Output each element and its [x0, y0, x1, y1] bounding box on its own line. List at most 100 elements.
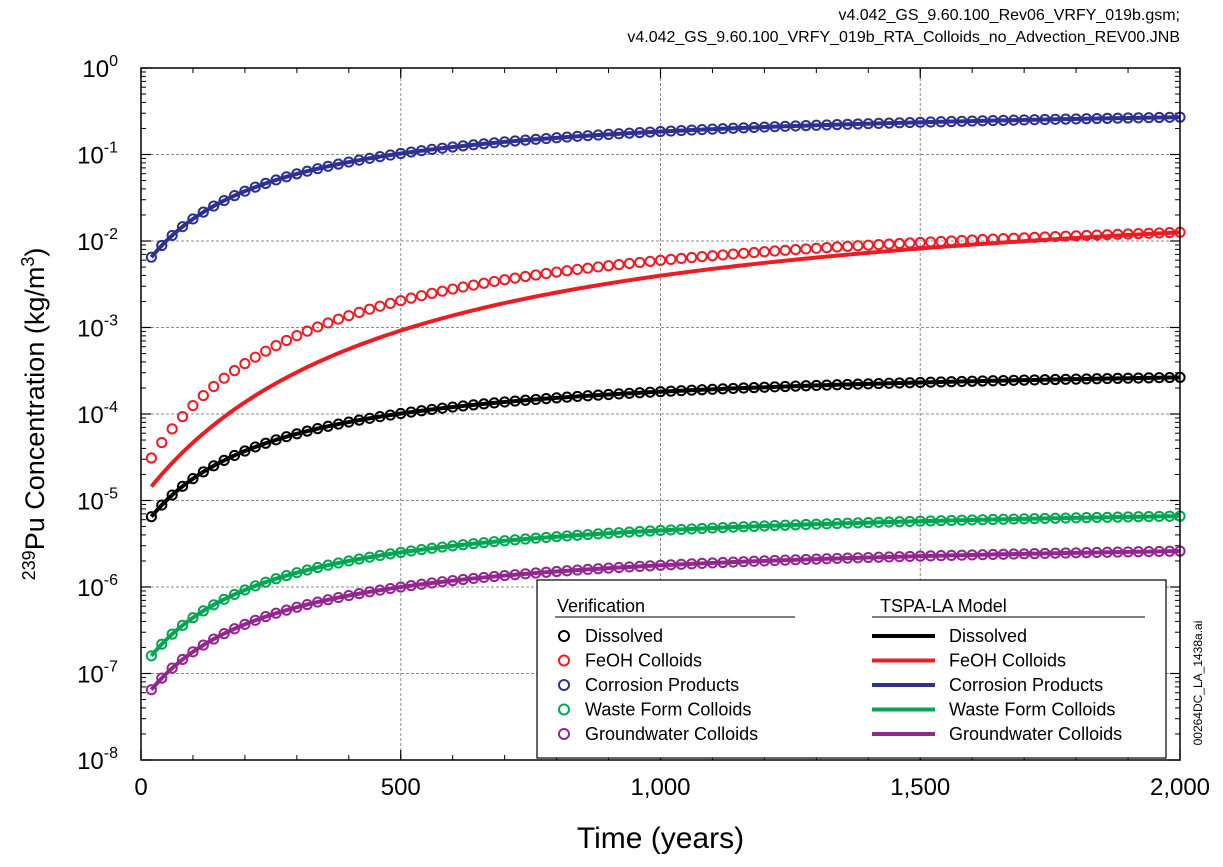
- verification-point-groundwater-colloids: [176, 653, 189, 666]
- verification-point-corrosion-products: [623, 127, 635, 139]
- verification-point-feoh-colloids: [301, 325, 313, 337]
- verification-point-feoh-colloids: [1049, 230, 1061, 243]
- verification-point-dissolved: [686, 384, 698, 396]
- verification-point-corrosion-products: [239, 185, 251, 197]
- verification-point-feoh-colloids: [634, 256, 646, 269]
- verification-point-feoh-colloids: [218, 372, 230, 384]
- verification-point-dissolved: [571, 390, 583, 403]
- verification-point-groundwater-colloids: [696, 557, 708, 569]
- verification-point-corrosion-products: [873, 117, 885, 130]
- verification-point-groundwater-colloids: [488, 570, 500, 583]
- verification-point-groundwater-colloids: [665, 559, 677, 571]
- verification-point-feoh-colloids: [935, 235, 947, 248]
- verification-point-dissolved: [187, 473, 199, 485]
- verification-point-waste-form-colloids: [831, 517, 843, 530]
- header-line-2: v4.042_GS_9.60.100_VRFY_019b_RTA_Colloid…: [627, 29, 1180, 46]
- verification-point-corrosion-products: [467, 139, 480, 151]
- verification-point-waste-form-colloids: [634, 525, 646, 538]
- verification-point-dissolved: [800, 380, 812, 392]
- verification-point-corrosion-products: [208, 200, 220, 212]
- verification-point-waste-form-colloids: [374, 549, 386, 562]
- verification-point-groundwater-colloids: [904, 550, 916, 563]
- verification-point-dissolved: [810, 379, 822, 392]
- y-tick-label: 10-2: [77, 226, 118, 256]
- figure-id-label: 00264DC_LA_1438a.ai: [1188, 598, 1208, 768]
- verification-point-waste-form-colloids: [499, 535, 511, 547]
- verification-point-corrosion-products: [405, 146, 417, 158]
- verification-point-dissolved: [426, 403, 438, 416]
- verification-point-waste-form-colloids: [623, 526, 635, 538]
- verification-point-dissolved: [914, 376, 926, 389]
- verification-point-dissolved: [509, 395, 521, 407]
- verification-point-waste-form-colloids: [1070, 512, 1082, 524]
- verification-point-corrosion-products: [176, 221, 189, 233]
- verification-point-corrosion-products: [343, 156, 355, 168]
- verification-point-feoh-colloids: [821, 242, 833, 254]
- verification-point-groundwater-colloids: [997, 548, 1009, 560]
- verification-point-corrosion-products: [893, 117, 906, 129]
- verification-point-feoh-colloids: [841, 240, 854, 252]
- verification-point-corrosion-products: [1070, 113, 1082, 125]
- figure-id-text: 00264DC_LA_1438a.ai: [1191, 620, 1205, 746]
- verification-point-corrosion-products: [706, 123, 719, 135]
- verification-point-dissolved: [156, 499, 168, 511]
- verification-point-groundwater-colloids: [987, 548, 999, 561]
- verification-point-feoh-colloids: [976, 233, 989, 246]
- verification-point-feoh-colloids: [1060, 230, 1072, 242]
- verification-point-feoh-colloids: [478, 277, 490, 289]
- verification-point-waste-form-colloids: [467, 538, 480, 550]
- verification-point-groundwater-colloids: [301, 598, 313, 611]
- verification-point-groundwater-colloids: [966, 549, 978, 561]
- verification-point-dissolved: [613, 388, 625, 400]
- legend-marker-corrosion-products: [558, 679, 570, 691]
- verification-point-feoh-colloids: [914, 236, 926, 249]
- verification-point-corrosion-products: [571, 130, 583, 142]
- verification-point-feoh-colloids: [519, 270, 532, 283]
- verification-point-feoh-colloids: [602, 260, 615, 272]
- legend-label-waste-form-colloids: Waste Form Colloids: [585, 700, 751, 720]
- verification-point-groundwater-colloids: [197, 639, 209, 651]
- verification-point-groundwater-colloids: [519, 568, 532, 580]
- verification-point-dissolved: [976, 375, 989, 387]
- verification-point-corrosion-products: [301, 165, 313, 177]
- verification-point-waste-form-colloids: [395, 546, 407, 558]
- verification-point-corrosion-products: [145, 251, 157, 263]
- verification-point-dissolved: [332, 418, 345, 430]
- verification-point-groundwater-colloids: [395, 581, 407, 593]
- verification-point-groundwater-colloids: [374, 584, 386, 596]
- verification-point-dissolved: [779, 380, 791, 393]
- verification-point-groundwater-colloids: [789, 554, 802, 566]
- verification-point-waste-form-colloids: [789, 519, 802, 531]
- verification-point-corrosion-products: [779, 120, 791, 132]
- verification-point-groundwater-colloids: [841, 552, 854, 564]
- verification-point-corrosion-products: [395, 147, 407, 160]
- verification-point-feoh-colloids: [800, 243, 812, 255]
- verification-point-dissolved: [239, 445, 251, 457]
- verification-point-groundwater-colloids: [686, 558, 698, 570]
- verification-point-groundwater-colloids: [1080, 547, 1093, 559]
- verification-point-waste-form-colloids: [1028, 513, 1041, 525]
- verification-point-corrosion-products: [1112, 112, 1124, 124]
- verification-point-waste-form-colloids: [706, 522, 719, 534]
- verification-point-feoh-colloids: [1008, 232, 1020, 244]
- verification-point-dissolved: [519, 394, 532, 406]
- verification-point-dissolved: [592, 389, 604, 401]
- verification-point-groundwater-colloids: [436, 576, 448, 588]
- verification-point-waste-form-colloids: [852, 517, 864, 529]
- verification-point-waste-form-colloids: [665, 524, 677, 536]
- verification-point-dissolved: [706, 383, 719, 395]
- verification-point-feoh-colloids: [945, 235, 958, 247]
- verification-point-waste-form-colloids: [904, 515, 916, 528]
- verification-point-dissolved: [634, 387, 646, 399]
- verification-point-dissolved: [291, 428, 303, 440]
- verification-point-groundwater-colloids: [935, 550, 947, 562]
- verification-point-dissolved: [956, 375, 968, 388]
- verification-point-feoh-colloids: [384, 297, 396, 309]
- verification-point-waste-form-colloids: [156, 638, 168, 650]
- verification-point-groundwater-colloids: [582, 563, 594, 576]
- verification-point-dissolved: [322, 420, 334, 432]
- verification-point-waste-form-colloids: [228, 588, 241, 601]
- verification-point-feoh-colloids: [686, 251, 698, 264]
- verification-point-groundwater-colloids: [145, 684, 157, 696]
- verification-point-corrosion-products: [218, 194, 230, 207]
